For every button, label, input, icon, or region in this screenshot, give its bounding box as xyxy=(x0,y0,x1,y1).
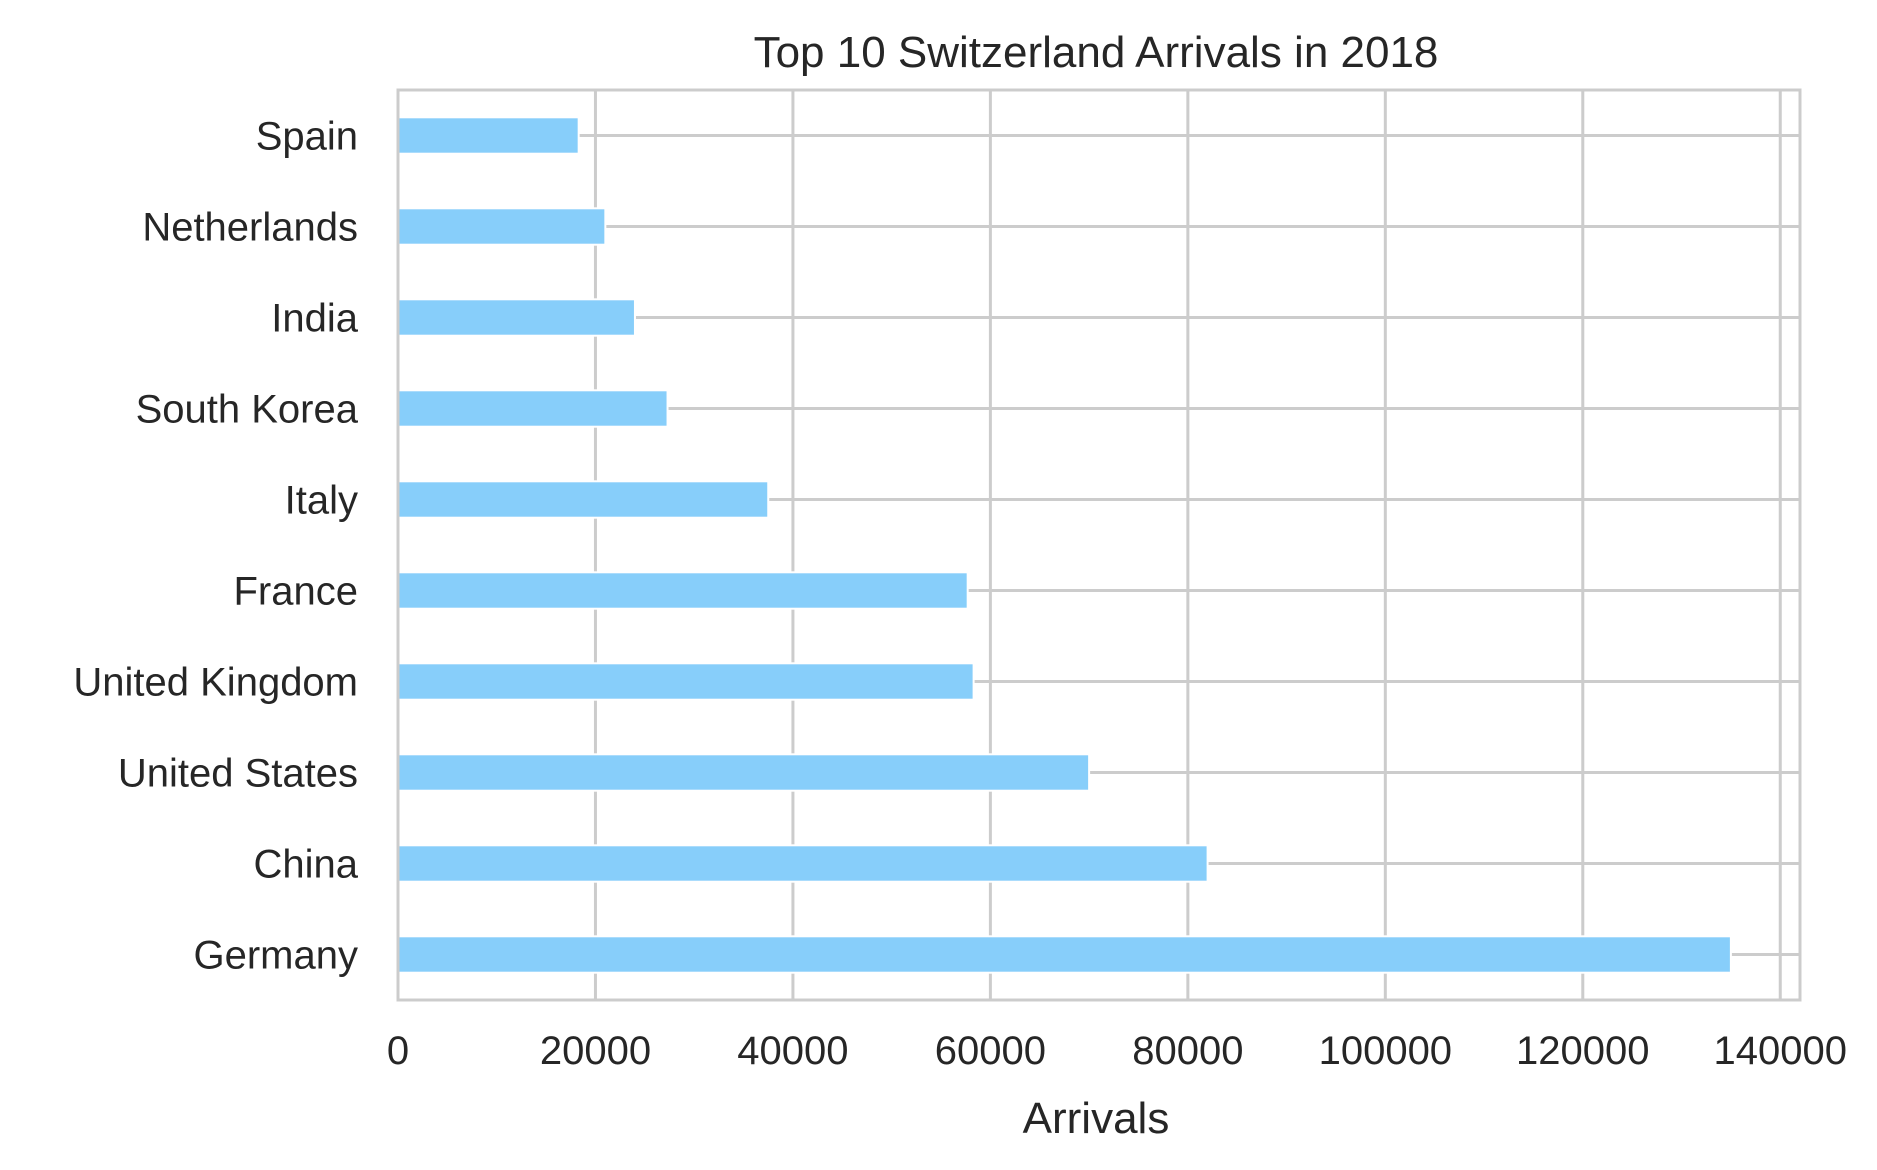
x-tick-label: 0 xyxy=(387,1029,409,1073)
bar-france xyxy=(397,571,969,610)
y-tick-label: Germany xyxy=(194,934,359,978)
bar-united-states xyxy=(397,753,1091,792)
x-tick-label: 80000 xyxy=(1132,1029,1243,1073)
x-tick-label: 60000 xyxy=(935,1029,1046,1073)
chart-title: Top 10 Switzerland Arrivals in 2018 xyxy=(754,28,1439,77)
bar-italy xyxy=(397,480,770,519)
bar-germany xyxy=(397,935,1732,974)
y-tick-label: Spain xyxy=(256,115,358,159)
y-tick-label: Italy xyxy=(285,479,358,523)
y-tick-label: France xyxy=(234,570,359,614)
y-tick-label: China xyxy=(253,843,358,887)
y-tick-label: Netherlands xyxy=(142,206,358,250)
y-tick-labels: Germany China United States United Kingdom F… xyxy=(73,115,358,978)
x-tick-label: 20000 xyxy=(540,1029,651,1073)
y-tick-label: India xyxy=(271,297,358,341)
x-tick-label: 100000 xyxy=(1319,1029,1452,1073)
y-tick-label: United Kingdom xyxy=(73,661,358,705)
bar-india xyxy=(397,298,636,337)
x-tick-label: 120000 xyxy=(1516,1029,1649,1073)
bar-china xyxy=(397,844,1209,883)
y-tick-label: South Korea xyxy=(136,388,359,432)
bars xyxy=(397,116,1732,974)
x-tick-label: 40000 xyxy=(737,1029,848,1073)
bar-united-kingdom xyxy=(397,662,975,701)
bar-spain xyxy=(397,116,580,155)
x-tick-labels: 0 20000 40000 60000 80000 100000 120000 140000 xyxy=(387,1029,1847,1073)
bar-south-korea xyxy=(397,389,669,428)
bar-netherlands xyxy=(397,207,607,246)
x-axis-label: Arrivals xyxy=(1023,1094,1170,1143)
x-tick-label: 140000 xyxy=(1714,1029,1847,1073)
plot-frame xyxy=(396,88,1802,1002)
y-tick-label: United States xyxy=(118,752,358,796)
